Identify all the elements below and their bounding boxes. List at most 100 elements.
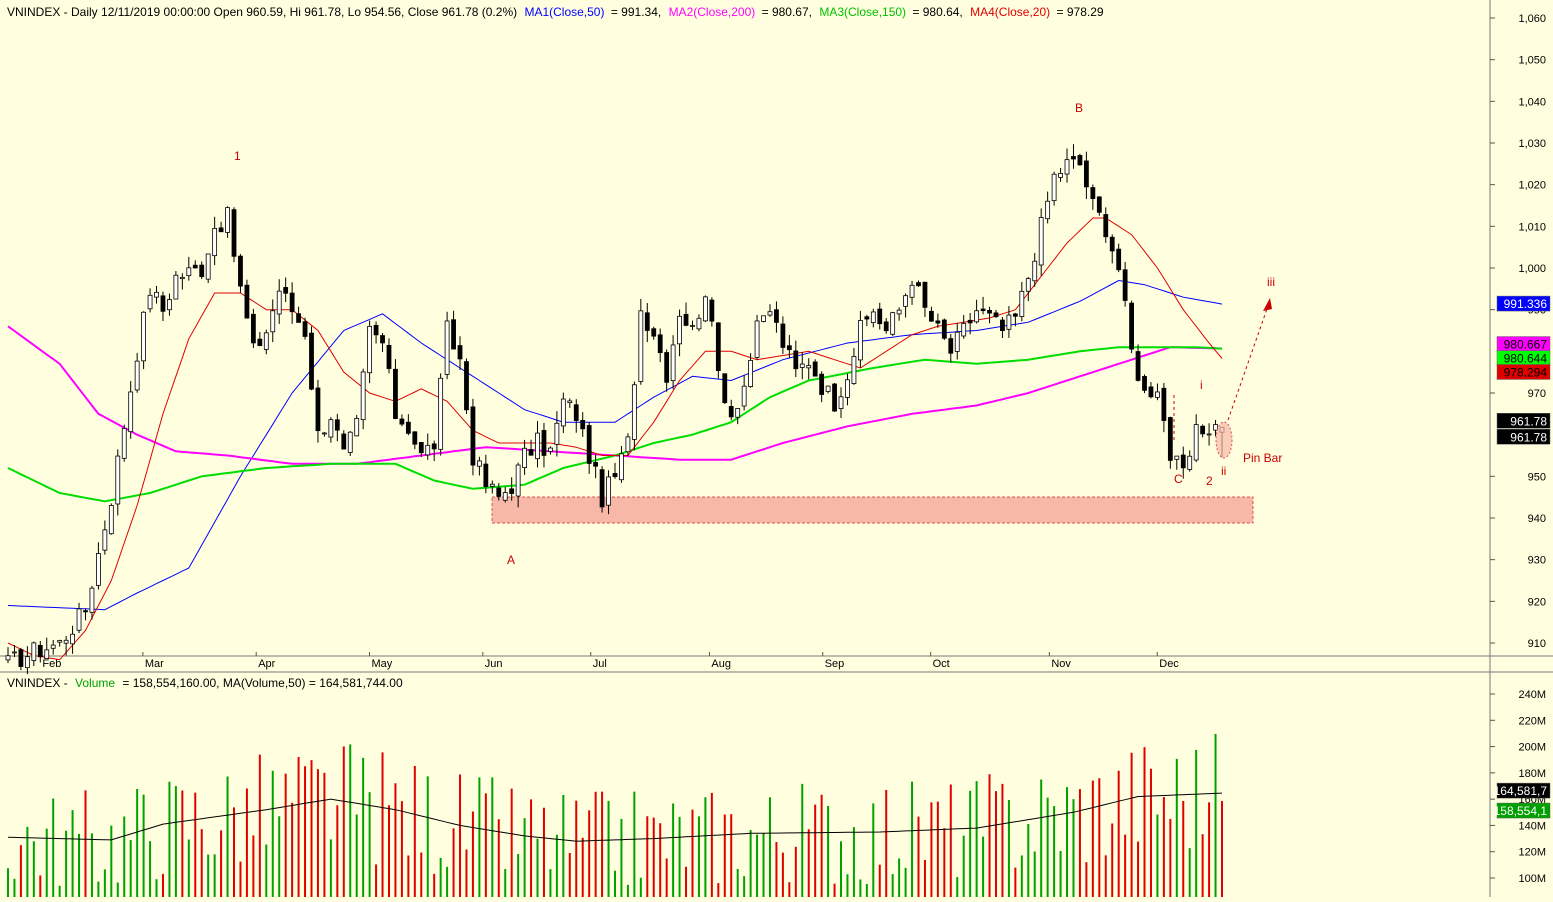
candle-up: [825, 385, 831, 392]
candle-down: [218, 227, 224, 233]
candle-down: [722, 373, 728, 404]
candle-down: [464, 361, 469, 411]
candle-down: [528, 449, 534, 456]
candle-up: [974, 310, 980, 323]
candle-up: [1187, 455, 1193, 470]
open-price-badge: 961.78: [1510, 414, 1547, 428]
candle-up: [186, 267, 192, 277]
candle-up: [631, 384, 637, 440]
candle-up: [270, 310, 276, 333]
month-label: Jul: [593, 658, 607, 670]
candle-up: [128, 391, 134, 433]
candle-down: [793, 350, 799, 370]
candle-up: [108, 505, 114, 535]
projection-arrow-line: [1227, 305, 1269, 421]
candle-up: [554, 422, 560, 445]
candle-down: [244, 284, 250, 319]
candle-down: [728, 406, 734, 418]
candle-up: [322, 432, 327, 435]
candle-up: [625, 436, 631, 453]
ma-line-ma1-close-50-: [7, 279, 1223, 611]
candle-up: [102, 529, 108, 551]
candle-down: [393, 368, 398, 419]
candle-up: [677, 315, 682, 345]
candle-down: [309, 332, 314, 390]
candle-down: [302, 321, 308, 337]
candle-down: [599, 469, 605, 508]
candle-down: [877, 308, 883, 325]
pin-bar-label: Pin Bar: [1243, 451, 1282, 465]
candle-down: [774, 309, 779, 323]
candle-down: [405, 421, 411, 434]
ma4-badge-box: [1496, 364, 1551, 380]
candle-down: [586, 425, 592, 464]
volume-badge: 158,554,1: [1494, 804, 1548, 818]
ma1-badge: 991.336: [1504, 297, 1548, 311]
candle-up: [489, 483, 495, 487]
candle-up: [903, 295, 908, 307]
candle-up: [425, 444, 431, 456]
candle-up: [1193, 424, 1199, 461]
candle-down: [1142, 376, 1147, 391]
candle-up: [703, 296, 708, 322]
candle-down: [1161, 387, 1167, 421]
candle-up: [896, 309, 902, 315]
volume-tick-label: 100M: [1518, 873, 1546, 885]
candle-up: [954, 331, 960, 352]
candle-down: [431, 443, 437, 450]
volume-label: Volume: [75, 676, 115, 690]
candle-down: [1129, 302, 1134, 350]
candle-up: [806, 365, 812, 369]
price-header: VNINDEX - Daily 12/11/2019 00:00:00 Open…: [7, 5, 1104, 19]
candle-up: [870, 311, 876, 324]
candle-down: [812, 361, 818, 377]
price-tick-label: 920: [1528, 596, 1546, 608]
candle-down: [541, 430, 547, 456]
candle-up: [141, 311, 147, 362]
candle-up: [347, 431, 353, 453]
candle-down: [916, 282, 921, 287]
candle-up: [31, 642, 37, 661]
candle-up: [12, 651, 17, 654]
candle-up: [5, 655, 11, 661]
candle-up: [115, 455, 121, 505]
candle-down: [657, 334, 663, 354]
candle-down: [935, 320, 941, 324]
candle-up: [515, 464, 521, 497]
candle-down: [231, 209, 237, 257]
wave-b-label: B: [1075, 101, 1083, 115]
month-label: Jun: [485, 658, 503, 670]
candle-down: [819, 373, 825, 395]
candle-up: [121, 427, 127, 459]
candle-down: [1148, 386, 1154, 398]
candle-up: [205, 253, 211, 280]
price-header-ohlc: VNINDEX - Daily 12/11/2019 00:00:00 Open…: [7, 5, 517, 19]
candle-down: [1103, 214, 1109, 238]
candle-down: [1000, 319, 1005, 332]
candle-down: [470, 406, 476, 466]
candle-up: [89, 587, 95, 613]
candle-down: [412, 431, 418, 445]
candle-up: [360, 371, 366, 421]
candle-up: [173, 274, 179, 300]
candle-down: [1077, 155, 1083, 166]
ma2-value: = 980.67,: [762, 5, 812, 19]
candle-up: [1155, 391, 1160, 398]
price-axis: 1,0601,0501,0401,0301,0201,0101,00099097…: [1490, 13, 1546, 650]
volume-ma-badge: 164,581,7: [1494, 784, 1548, 798]
candle-up: [670, 344, 676, 382]
candle-down: [573, 404, 579, 421]
candle-down: [980, 308, 986, 312]
candle-up: [767, 311, 773, 316]
candle-down: [509, 488, 515, 494]
candle-up: [961, 323, 967, 337]
wave-2-label: 2: [1206, 474, 1213, 488]
candle-down: [418, 442, 424, 454]
candle-up: [696, 317, 702, 330]
price-tick-label: 1,020: [1518, 180, 1546, 192]
candle-down: [786, 345, 792, 351]
candle-down: [1116, 248, 1122, 271]
candle-down: [864, 316, 870, 320]
candle-up: [1006, 314, 1012, 330]
